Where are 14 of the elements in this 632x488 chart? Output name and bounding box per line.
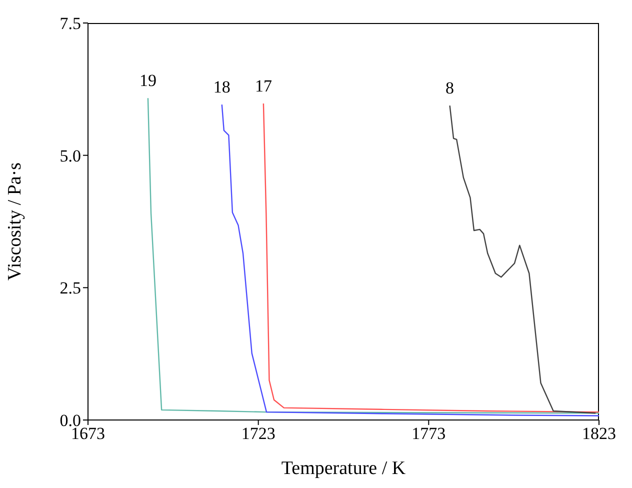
y-axis-title: Viscosity / Pa·s (4, 162, 26, 281)
y-tick-label: 7.5 (60, 14, 81, 34)
x-tick-label: 1823 (582, 424, 616, 444)
series-label: 17 (254, 76, 272, 96)
series-label: 18 (213, 78, 230, 97)
x-axis-title: Temperature / K (281, 458, 406, 479)
line-series (449, 104, 596, 414)
line-series (147, 98, 599, 414)
y-tick-label: 2.5 (60, 278, 81, 298)
x-tick-label: 1723 (241, 424, 276, 444)
y-tick-label: 5.0 (60, 146, 81, 166)
series-label: 19 (139, 71, 156, 90)
series-label: 8 (446, 78, 454, 98)
x-tick-label: 1773 (412, 424, 446, 444)
